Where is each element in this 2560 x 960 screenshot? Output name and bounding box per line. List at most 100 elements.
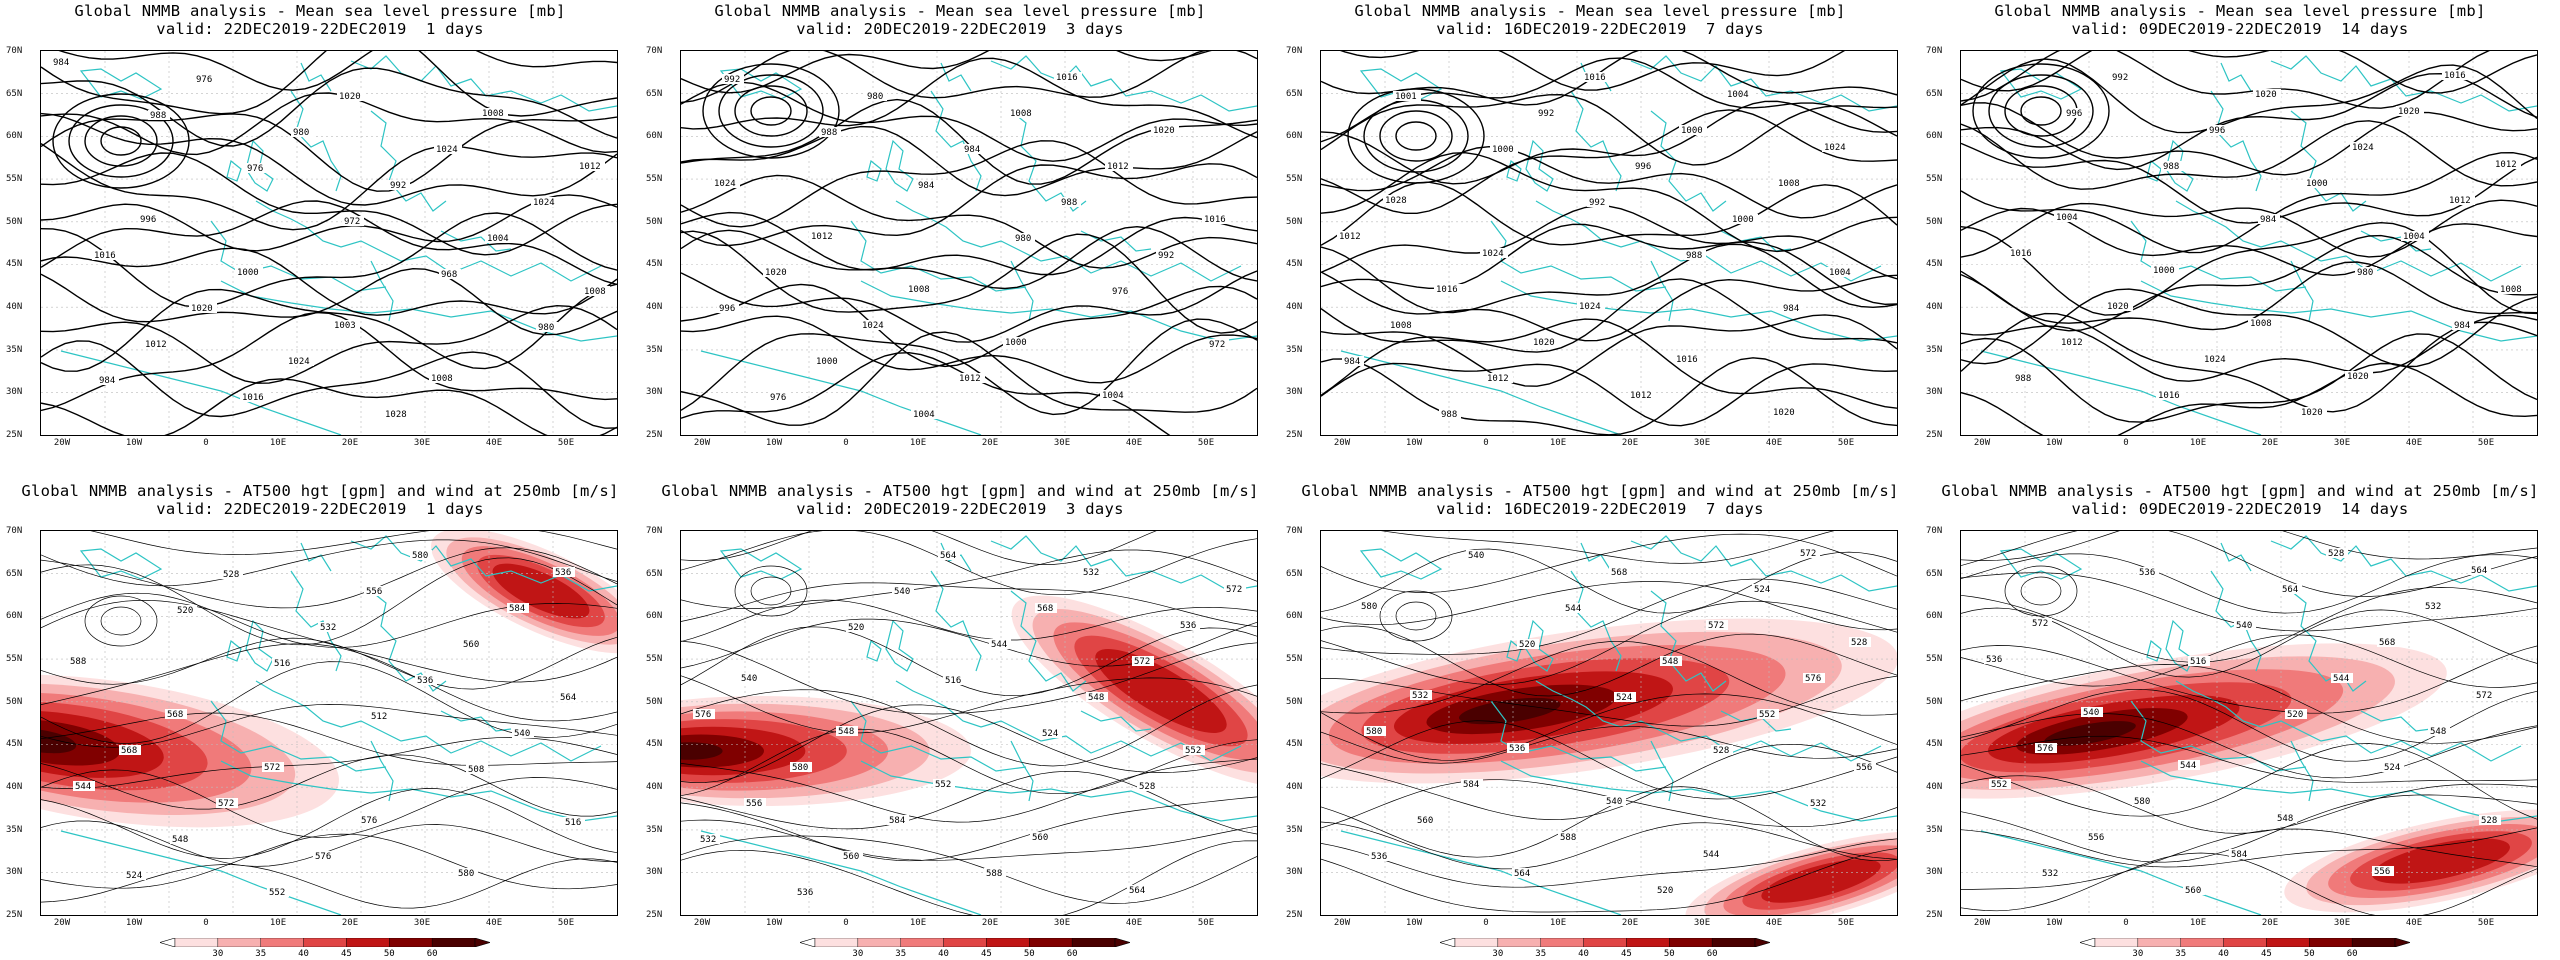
isobar xyxy=(734,85,808,137)
contour-label: 572 xyxy=(2476,691,2492,701)
coastline xyxy=(290,570,342,672)
contour-label: 572 xyxy=(2032,619,2048,629)
contour-label-background xyxy=(531,197,559,207)
contour-label: 1008 xyxy=(482,109,504,119)
isobar xyxy=(1321,93,1897,166)
coastline xyxy=(1340,350,1622,435)
contour-label: 572 xyxy=(1800,549,1816,559)
contour-label-background xyxy=(2207,125,2229,135)
lat-tick-label: 65N xyxy=(1286,88,1303,99)
lat-tick-label: 55N xyxy=(1926,654,1943,664)
geopotential-contour xyxy=(681,618,1257,669)
lon-tick-label: 50E xyxy=(2477,438,2495,448)
contour-label-background xyxy=(2151,265,2179,275)
isobar xyxy=(681,51,1212,94)
contour-label: 1016 xyxy=(2444,71,2466,81)
isobar xyxy=(1961,102,2537,176)
lon-tick-label: 0 xyxy=(1483,918,1489,928)
contour-label-background xyxy=(1725,89,1753,99)
geopotential-contour xyxy=(681,758,1257,823)
contour-label: 536 xyxy=(555,568,571,578)
contour-label-background xyxy=(1035,603,1057,613)
colorbar-segment xyxy=(260,938,304,947)
colorbar-high-end xyxy=(474,938,490,947)
lon-tick-label: 10W xyxy=(765,918,783,928)
colorbar-segment xyxy=(1626,938,1670,947)
lon-tick-label: 30E xyxy=(413,918,431,928)
lon-tick-label: 0 xyxy=(843,918,849,928)
contour-label-background xyxy=(563,817,585,827)
at500-panel-4: Global NMMB analysis - AT500 hgt [gpm] a… xyxy=(1920,480,2560,960)
lon-tick-label: 30E xyxy=(2333,438,2351,448)
contour-label: 544 xyxy=(1565,604,1581,614)
contour-label: 1016 xyxy=(2010,249,2032,259)
contour-label: 540 xyxy=(2236,621,2252,631)
contour-label-background xyxy=(1628,390,1656,400)
contour-label: 980 xyxy=(1015,234,1031,244)
lon-tick-label: 50E xyxy=(1837,918,1855,928)
isobar xyxy=(84,115,158,167)
lat-tick-label: 40N xyxy=(1286,782,1303,792)
contour-label: 508 xyxy=(468,765,484,775)
lon-tick-label: 40E xyxy=(1765,918,1783,928)
coastline xyxy=(255,200,602,282)
lat-tick-label: 50N xyxy=(1286,696,1303,707)
contour-label: 516 xyxy=(2190,657,2206,667)
coastline xyxy=(2130,700,2307,772)
contour-label: 972 xyxy=(1209,340,1225,350)
lat-tick-label: 45N xyxy=(646,739,663,750)
contour-label-background xyxy=(962,144,984,154)
lat-tick-label: 25N xyxy=(646,910,663,920)
contour-label: 536 xyxy=(1371,852,1387,862)
contour-label: 552 xyxy=(1991,780,2007,790)
contour-label-background xyxy=(2493,159,2521,169)
contour-label-background xyxy=(216,798,238,808)
contour-label-background xyxy=(790,762,812,772)
mslp-panel-1: Global NMMB analysis - Mean sea level pr… xyxy=(0,0,640,480)
colorbar-tick-label: 35 xyxy=(255,949,267,959)
contour-label-background xyxy=(2469,565,2491,575)
contour-label: 984 xyxy=(1783,304,1799,314)
contour-label: 1016 xyxy=(94,251,116,261)
geopotential-contour xyxy=(1321,600,1897,685)
contour-label: 556 xyxy=(2374,867,2390,877)
contour-label-background xyxy=(1202,214,1230,224)
isobar xyxy=(1321,51,1897,106)
contour-label: 1020 xyxy=(191,304,213,314)
isobar xyxy=(41,143,617,231)
contour-label-background xyxy=(1480,248,1508,258)
contour-label: 576 xyxy=(315,852,331,862)
isobar xyxy=(1321,109,1897,214)
geopotential-contour xyxy=(41,788,617,859)
contour-label: 1020 xyxy=(2255,90,2277,100)
coastline xyxy=(885,619,914,672)
contour-label-background xyxy=(577,161,605,171)
contour-label-background xyxy=(512,728,534,738)
isobar xyxy=(1961,333,2537,423)
colorbar-tick-label: 60 xyxy=(2346,949,2358,959)
contour-label-background xyxy=(2229,849,2251,859)
contour-label-background xyxy=(2479,815,2501,825)
contour-label-background xyxy=(410,550,432,560)
contour-label: 1000 xyxy=(2153,266,2175,276)
lat-tick-label: 50N xyxy=(1286,216,1303,227)
contour-label: 984 xyxy=(1344,357,1360,367)
geopotential-contour xyxy=(1321,693,1897,761)
contour-label: 564 xyxy=(1129,886,1145,896)
wind-speed-shading xyxy=(492,563,590,619)
contour-label: 1001 xyxy=(1395,92,1417,102)
colorbar-tick-label: 45 xyxy=(341,949,352,959)
contour-label: 1020 xyxy=(765,268,787,278)
contour-label-background xyxy=(712,178,740,188)
lat-tick-label: 25N xyxy=(1286,430,1303,440)
lon-tick-label: 20E xyxy=(1621,918,1639,928)
colorbar-tick-label: 45 xyxy=(981,949,992,959)
contour-label-background xyxy=(2105,301,2133,311)
contour-label: 572 xyxy=(1708,621,1724,631)
contour-label-background xyxy=(245,163,267,173)
contour-label-background xyxy=(1415,815,1437,825)
contour-label: 552 xyxy=(1759,710,1775,720)
coastline xyxy=(1525,619,1554,672)
colorbar-tick-label: 50 xyxy=(2303,949,2315,959)
isobar xyxy=(1961,151,2537,254)
